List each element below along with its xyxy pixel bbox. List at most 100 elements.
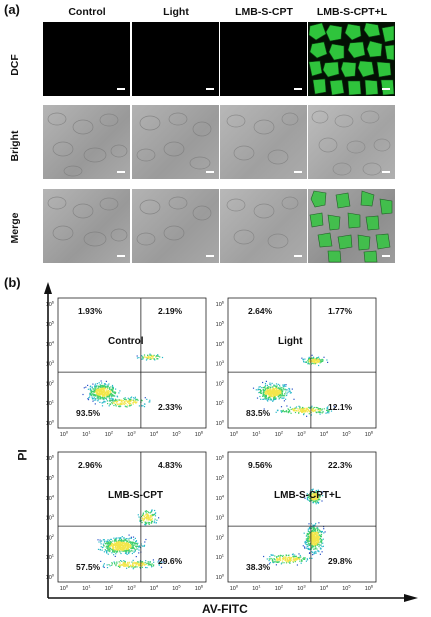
event-dot xyxy=(303,411,306,413)
event-dot xyxy=(275,383,278,385)
event-dot xyxy=(311,407,313,409)
event-dot xyxy=(318,529,321,531)
event-dot xyxy=(132,544,134,547)
event-dot xyxy=(318,544,320,546)
event-dot xyxy=(154,518,156,520)
event-dot xyxy=(317,530,319,532)
event-dot xyxy=(273,397,275,399)
event-dot xyxy=(132,543,134,545)
event-dot xyxy=(128,541,131,543)
event-dot xyxy=(132,547,134,549)
event-dot xyxy=(146,398,148,400)
event-dot xyxy=(267,390,269,393)
event-dot xyxy=(149,358,151,360)
event-dot xyxy=(314,409,317,411)
event-dot xyxy=(142,514,144,516)
event-dot xyxy=(299,410,301,412)
event-dot xyxy=(307,543,309,545)
event-dot xyxy=(269,396,271,398)
event-dot xyxy=(315,503,317,505)
event-dot xyxy=(313,528,315,530)
event-dot xyxy=(103,566,105,568)
event-dot xyxy=(101,405,104,407)
event-dot xyxy=(101,387,103,389)
event-dot xyxy=(151,358,153,360)
event-dot xyxy=(304,358,306,360)
event-dot xyxy=(98,388,100,391)
event-dot xyxy=(103,397,105,399)
event-dot xyxy=(309,538,311,540)
event-dot xyxy=(141,358,143,360)
event-dot xyxy=(137,514,139,516)
event-dot xyxy=(128,401,130,403)
event-dot xyxy=(284,388,286,390)
event-dot xyxy=(320,537,322,539)
event-dot xyxy=(108,548,110,550)
event-dot xyxy=(276,392,278,394)
event-dot xyxy=(318,496,321,498)
event-dot xyxy=(282,554,284,557)
event-dot xyxy=(119,541,121,543)
event-dot xyxy=(119,406,121,408)
event-dot xyxy=(274,559,276,561)
event-dot xyxy=(314,529,316,532)
event-dot xyxy=(267,386,269,388)
event-dot xyxy=(312,358,314,360)
event-dot xyxy=(133,539,135,541)
event-dot xyxy=(114,391,116,393)
event-dot xyxy=(271,392,273,394)
event-dot xyxy=(313,530,315,532)
event-dot xyxy=(312,540,314,542)
event-dot xyxy=(267,387,269,389)
event-dot xyxy=(148,355,150,357)
event-dot xyxy=(95,399,97,401)
event-dot xyxy=(118,392,120,394)
event-dot xyxy=(308,407,310,409)
event-dot xyxy=(115,399,118,401)
event-dot xyxy=(298,557,300,559)
event-dot xyxy=(124,397,126,399)
event-dot xyxy=(112,402,114,404)
y-tick-label: 100 xyxy=(216,572,225,581)
event-dot xyxy=(317,357,319,359)
event-dot xyxy=(153,561,155,563)
sample-label: Control xyxy=(108,336,144,347)
event-dot xyxy=(117,544,120,547)
event-dot xyxy=(119,546,121,548)
event-dot xyxy=(112,386,114,388)
event-dot xyxy=(259,391,261,393)
event-dot xyxy=(147,519,150,521)
event-dot xyxy=(295,559,297,561)
event-dot xyxy=(285,556,287,558)
event-dot xyxy=(134,542,136,545)
event-dot xyxy=(311,551,313,553)
event-dot xyxy=(314,552,316,554)
event-dot xyxy=(303,413,305,415)
event-dot xyxy=(307,538,309,540)
event-dot xyxy=(151,509,153,511)
y-tick-label: 106 xyxy=(46,454,55,463)
event-dot xyxy=(280,389,282,391)
event-dot xyxy=(318,501,320,503)
event-dot xyxy=(130,403,132,405)
event-dot xyxy=(263,398,265,400)
event-dot xyxy=(153,354,155,356)
event-dot xyxy=(280,390,282,393)
event-dot xyxy=(120,539,122,541)
event-dot xyxy=(304,361,306,363)
event-dot xyxy=(320,411,322,413)
event-dot xyxy=(318,493,320,495)
event-dot xyxy=(309,543,311,545)
event-dot xyxy=(130,545,132,547)
event-dot xyxy=(301,411,303,413)
event-dot xyxy=(108,390,110,392)
event-dot xyxy=(149,401,151,403)
event-dot xyxy=(272,386,274,388)
event-dot xyxy=(94,389,96,391)
event-dot xyxy=(268,563,271,565)
event-dot xyxy=(128,563,130,565)
event-dot xyxy=(315,362,317,364)
event-dot xyxy=(141,400,143,402)
y-tick-label: 104 xyxy=(216,493,225,502)
x-tick-label: 101 xyxy=(82,430,91,439)
